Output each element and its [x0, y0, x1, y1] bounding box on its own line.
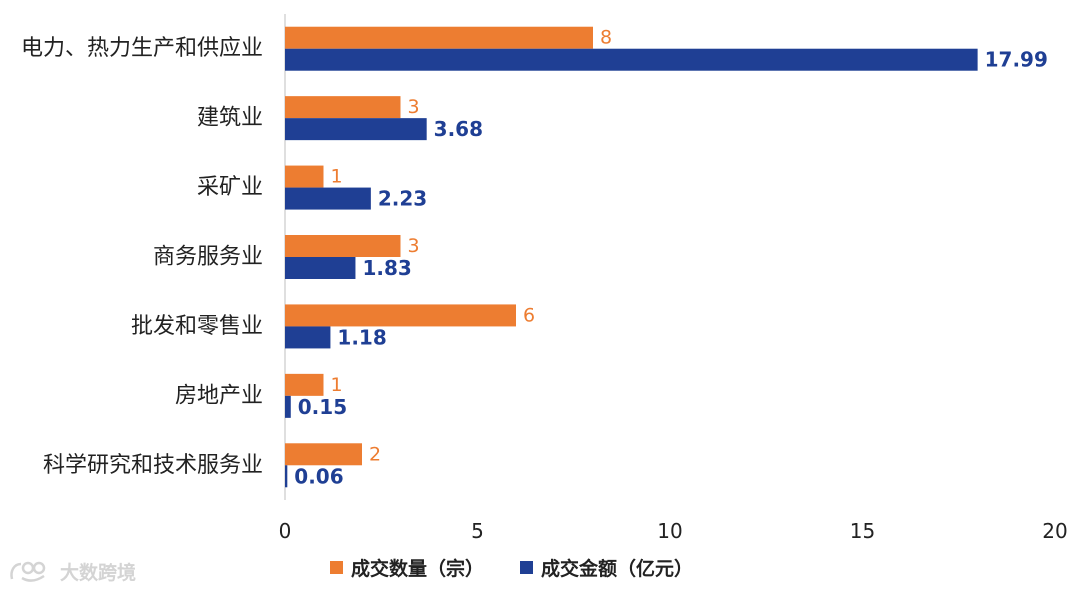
bar-amount-label: 0.15	[298, 395, 347, 419]
bar-count-label: 3	[408, 96, 420, 118]
category-label: 采矿业	[197, 175, 263, 200]
category-label: 电力、热力生产和供应业	[21, 36, 263, 61]
x-tick-label: 10	[657, 519, 682, 543]
bar-amount	[285, 48, 978, 71]
bar-amount-label: 3.68	[434, 117, 483, 141]
bar-amount	[285, 257, 356, 279]
category-label: 建筑业	[197, 106, 263, 131]
bar-count	[285, 304, 516, 327]
bar-amount-label: 0.06	[294, 464, 343, 488]
x-tick-label: 5	[471, 519, 484, 543]
legend: 成交数量（宗） 成交金额（亿元）	[330, 554, 693, 581]
bar-count	[285, 373, 324, 396]
legend-swatch-count	[330, 561, 343, 574]
bar-amount-label: 17.99	[985, 48, 1048, 72]
legend-swatch-amount	[520, 561, 534, 574]
watermark-logo-icon	[10, 561, 46, 582]
category-label: 房地产业	[175, 383, 263, 408]
x-tick-label: 0	[279, 519, 292, 543]
bar-count-label: 1	[331, 374, 343, 396]
legend-item-count: 成交数量（宗）	[330, 554, 484, 581]
category-label: 商务服务业	[153, 245, 263, 270]
watermark: 大数跨境	[8, 558, 136, 585]
legend-label-amount: 成交金额（亿元）	[541, 558, 694, 580]
bar-amount-label: 2.23	[378, 187, 427, 211]
bar-count-label: 8	[600, 27, 612, 49]
bar-amount	[285, 395, 291, 418]
bar-count	[285, 96, 401, 119]
bar-count-label: 6	[523, 304, 535, 326]
bar-amount-label: 1.18	[337, 325, 386, 349]
bar-count	[285, 26, 593, 49]
bar-count	[285, 165, 324, 188]
bars	[285, 26, 978, 488]
bar-amount	[285, 187, 371, 210]
category-label: 批发和零售业	[131, 314, 263, 339]
watermark-text: 大数跨境	[60, 562, 137, 584]
bar-amount	[285, 465, 288, 488]
bar-count-label: 2	[369, 443, 381, 465]
bar-amount	[285, 118, 427, 141]
x-tick-label: 20	[1042, 519, 1067, 543]
x-tick-label: 15	[850, 519, 875, 543]
category-label: 科学研究和技术服务业	[43, 453, 263, 478]
x-axis-tick-labels: 0 5 10 15 20	[279, 519, 1068, 543]
bar-count-label: 1	[331, 166, 343, 188]
bar-count	[285, 443, 362, 466]
bar-amount-label: 1.83	[362, 256, 411, 280]
bar-count-label: 3	[408, 235, 420, 257]
bar-count	[285, 235, 401, 257]
legend-item-amount: 成交金额（亿元）	[520, 554, 693, 581]
legend-label-count: 成交数量（宗）	[351, 558, 485, 580]
bar-amount	[285, 326, 331, 349]
category-labels: 电力、热力生产和供应业建筑业采矿业商务服务业批发和零售业房地产业科学研究和技术服…	[21, 36, 263, 478]
